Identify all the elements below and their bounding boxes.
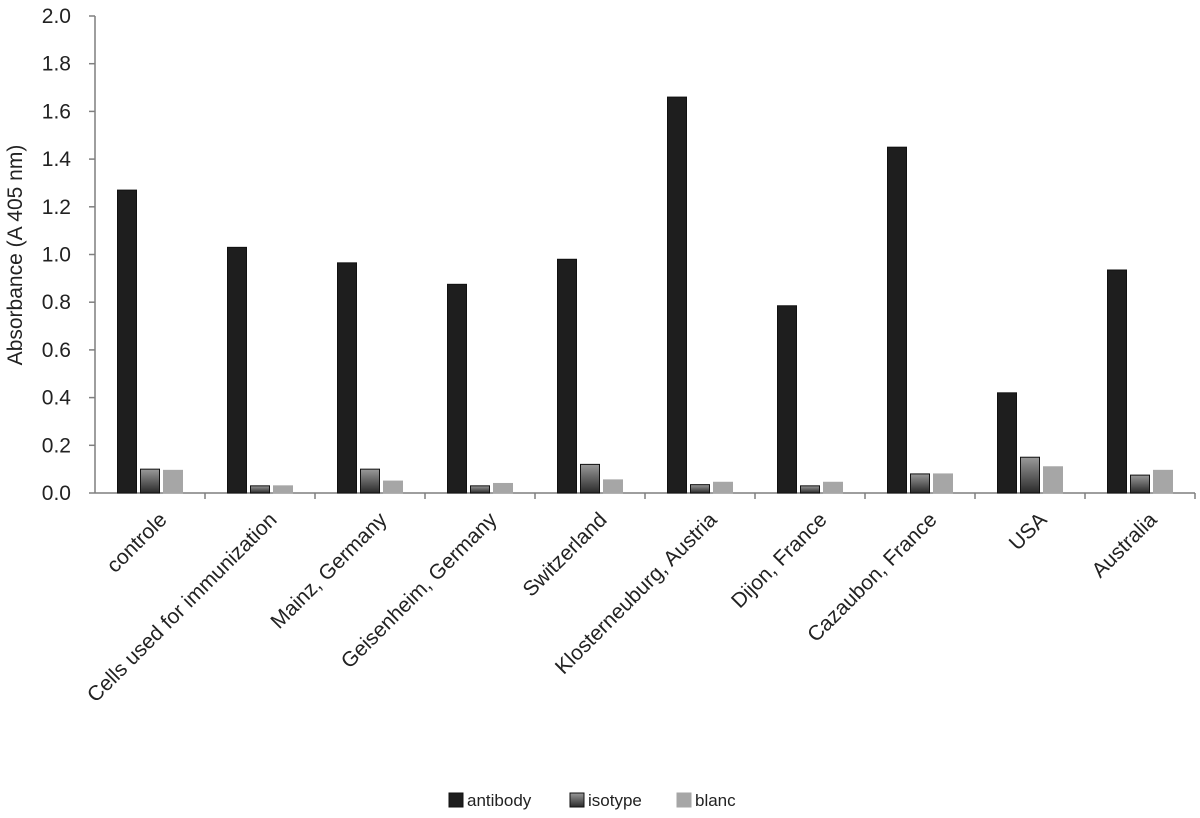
bar-blanc-4 <box>603 479 623 494</box>
bar-antibody-8 <box>997 392 1017 494</box>
legend-swatch-blanc <box>676 792 692 808</box>
bar-isotype-3 <box>470 485 490 494</box>
bar-isotype-6 <box>800 485 820 494</box>
bar-blanc-9 <box>1153 469 1173 494</box>
bar-blanc-5 <box>713 481 733 494</box>
bar-isotype-2 <box>360 468 380 494</box>
x-category-label: Switzerland <box>519 508 612 601</box>
bar-antibody-6 <box>777 305 797 494</box>
legend-swatch-antibody <box>448 792 464 808</box>
x-category-label: Dijon, France <box>727 508 832 613</box>
y-tick-label: 0.6 <box>42 339 71 362</box>
bar-isotype-1 <box>250 485 270 494</box>
bar-antibody-2 <box>337 262 357 494</box>
y-tick-label: 0.8 <box>42 291 71 314</box>
bar-antibody-3 <box>447 283 467 494</box>
legend-label-antibody: antibody <box>467 791 532 810</box>
bar-isotype-4 <box>580 463 600 494</box>
bar-isotype-9 <box>1130 474 1150 494</box>
y-tick-label: 1.2 <box>42 196 71 219</box>
bar-blanc-7 <box>933 473 953 494</box>
legend: antibody isotype blanc <box>448 791 736 810</box>
bar-antibody-7 <box>887 146 907 494</box>
bar-antibody-0 <box>117 189 137 494</box>
y-tick-label: 2.0 <box>42 5 71 28</box>
bar-isotype-5 <box>690 484 710 494</box>
bar-isotype-7 <box>910 473 930 494</box>
y-tick-label: 1.8 <box>42 53 71 76</box>
bar-antibody-5 <box>667 96 687 494</box>
y-tick-label: 0.2 <box>42 434 71 457</box>
legend-label-blanc: blanc <box>695 791 736 810</box>
y-tick-label: 1.6 <box>42 100 71 123</box>
bar-blanc-3 <box>493 482 513 494</box>
y-tick-label: 0.0 <box>42 482 71 505</box>
y-tick-label: 0.4 <box>42 387 72 410</box>
legend-label-isotype: isotype <box>588 791 642 810</box>
bar-antibody-4 <box>557 258 577 494</box>
y-tick-label: 1.4 <box>42 148 72 171</box>
x-category-label: Mainz, Germany <box>266 508 392 634</box>
legend-swatch-isotype <box>569 792 585 808</box>
y-axis-title: Absorbance (A 405 nm) <box>4 145 27 366</box>
bar-isotype-0 <box>140 468 160 494</box>
x-category-label: controle <box>102 508 171 577</box>
bar-antibody-1 <box>227 246 247 494</box>
bar-blanc-1 <box>273 485 293 494</box>
x-category-label: USA <box>1005 508 1052 555</box>
x-category-label: Cells used for immunization <box>83 508 282 707</box>
bar-blanc-8 <box>1043 466 1063 494</box>
bar-blanc-0 <box>163 469 183 494</box>
bar-isotype-8 <box>1020 456 1040 494</box>
bar-antibody-9 <box>1107 269 1127 494</box>
y-tick-label: 1.0 <box>42 244 71 267</box>
x-category-label: Australia <box>1087 508 1161 582</box>
plot-area: 0.0 0.2 0.4 0.6 0.8 1.0 1.2 1.4 1.6 1.8 2.0 control… <box>42 5 1196 707</box>
bar-blanc-6 <box>823 481 843 494</box>
bar-blanc-2 <box>383 480 403 494</box>
